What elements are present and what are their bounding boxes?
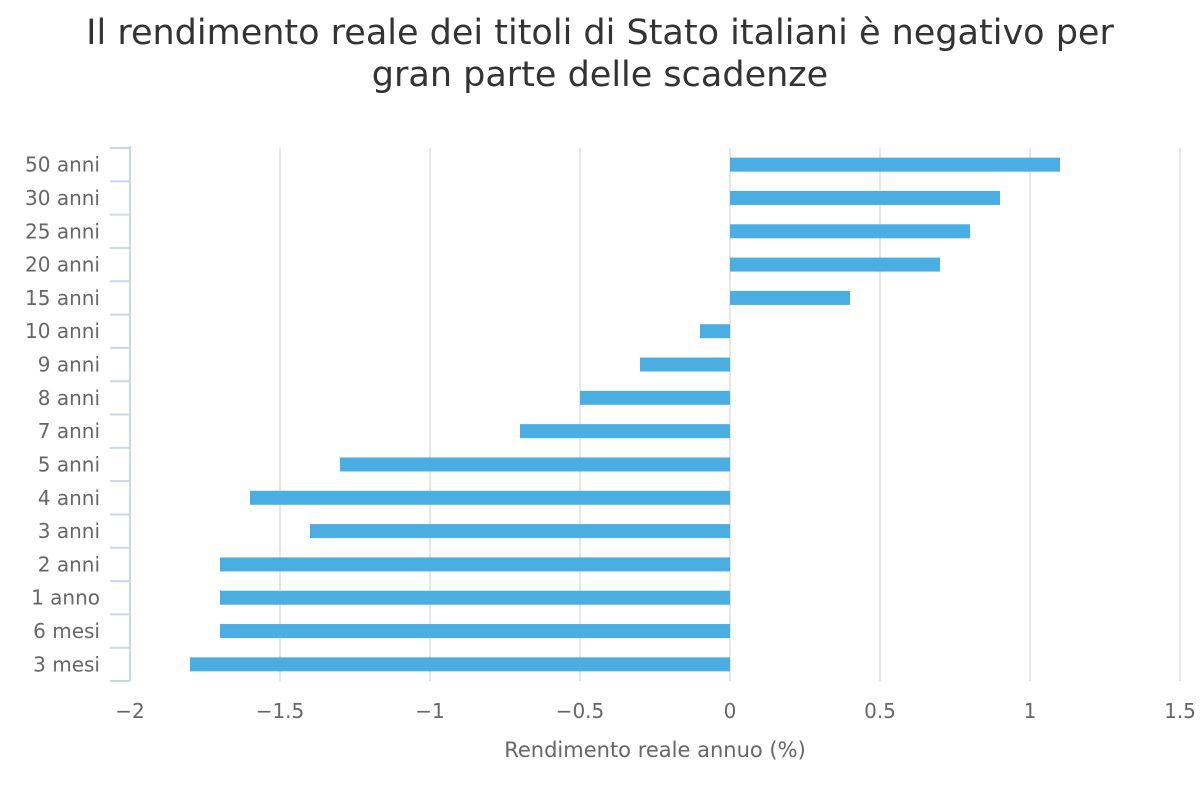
x-tick-label: −0.5 (556, 699, 605, 723)
category-label: 6 mesi (33, 619, 100, 643)
bar (730, 224, 970, 239)
category-label: 3 anni (38, 519, 100, 543)
category-label: 25 anni (25, 219, 100, 243)
x-tick-label: −1.5 (256, 699, 305, 723)
x-axis-title: Rendimento reale annuo (%) (504, 738, 806, 762)
axes (110, 146, 131, 682)
bar (220, 624, 730, 639)
bar (310, 524, 730, 539)
x-tick-label: 1.5 (1164, 699, 1196, 723)
bar (580, 390, 730, 405)
bar (730, 290, 850, 305)
bar (640, 357, 730, 372)
bar (700, 324, 730, 339)
bar (730, 257, 940, 272)
x-tick-label: 0 (724, 699, 737, 723)
category-label: 50 anni (25, 153, 100, 177)
bar (220, 557, 730, 572)
bar (520, 424, 730, 439)
chart-title-line-2: gran parte delle scadenze (371, 55, 829, 95)
category-label: 10 anni (25, 319, 100, 343)
chart-title-line-1: Il rendimento reale dei titoli di Stato … (86, 13, 1114, 53)
x-tick-label: 1 (1024, 699, 1037, 723)
bar (340, 457, 730, 472)
category-label: 3 mesi (33, 652, 100, 676)
category-label: 7 anni (38, 419, 100, 443)
category-label: 1 anno (31, 586, 100, 610)
x-tick-label: −2 (115, 699, 144, 723)
bar (250, 490, 730, 505)
bar (220, 590, 730, 605)
chart-title: Il rendimento reale dei titoli di Stato … (0, 12, 1200, 96)
labels: −2 −1.5 −1 −0.5 0 0.5 1 1.5 50 anni 30 anni 25 ann… (25, 153, 1196, 723)
bar (730, 157, 1060, 172)
x-tick-label: 0.5 (864, 699, 896, 723)
category-label: 20 anni (25, 253, 100, 277)
category-label: 4 anni (38, 486, 100, 510)
category-label: 9 anni (38, 353, 100, 377)
category-label: 8 anni (38, 386, 100, 410)
category-label: 5 anni (38, 452, 100, 476)
bars (190, 157, 1060, 672)
bar (730, 190, 1000, 205)
x-tick-label: −1 (415, 699, 444, 723)
category-label: 30 anni (25, 186, 100, 210)
category-label: 2 anni (38, 552, 100, 576)
category-label: 15 anni (25, 286, 100, 310)
bar (190, 657, 730, 672)
